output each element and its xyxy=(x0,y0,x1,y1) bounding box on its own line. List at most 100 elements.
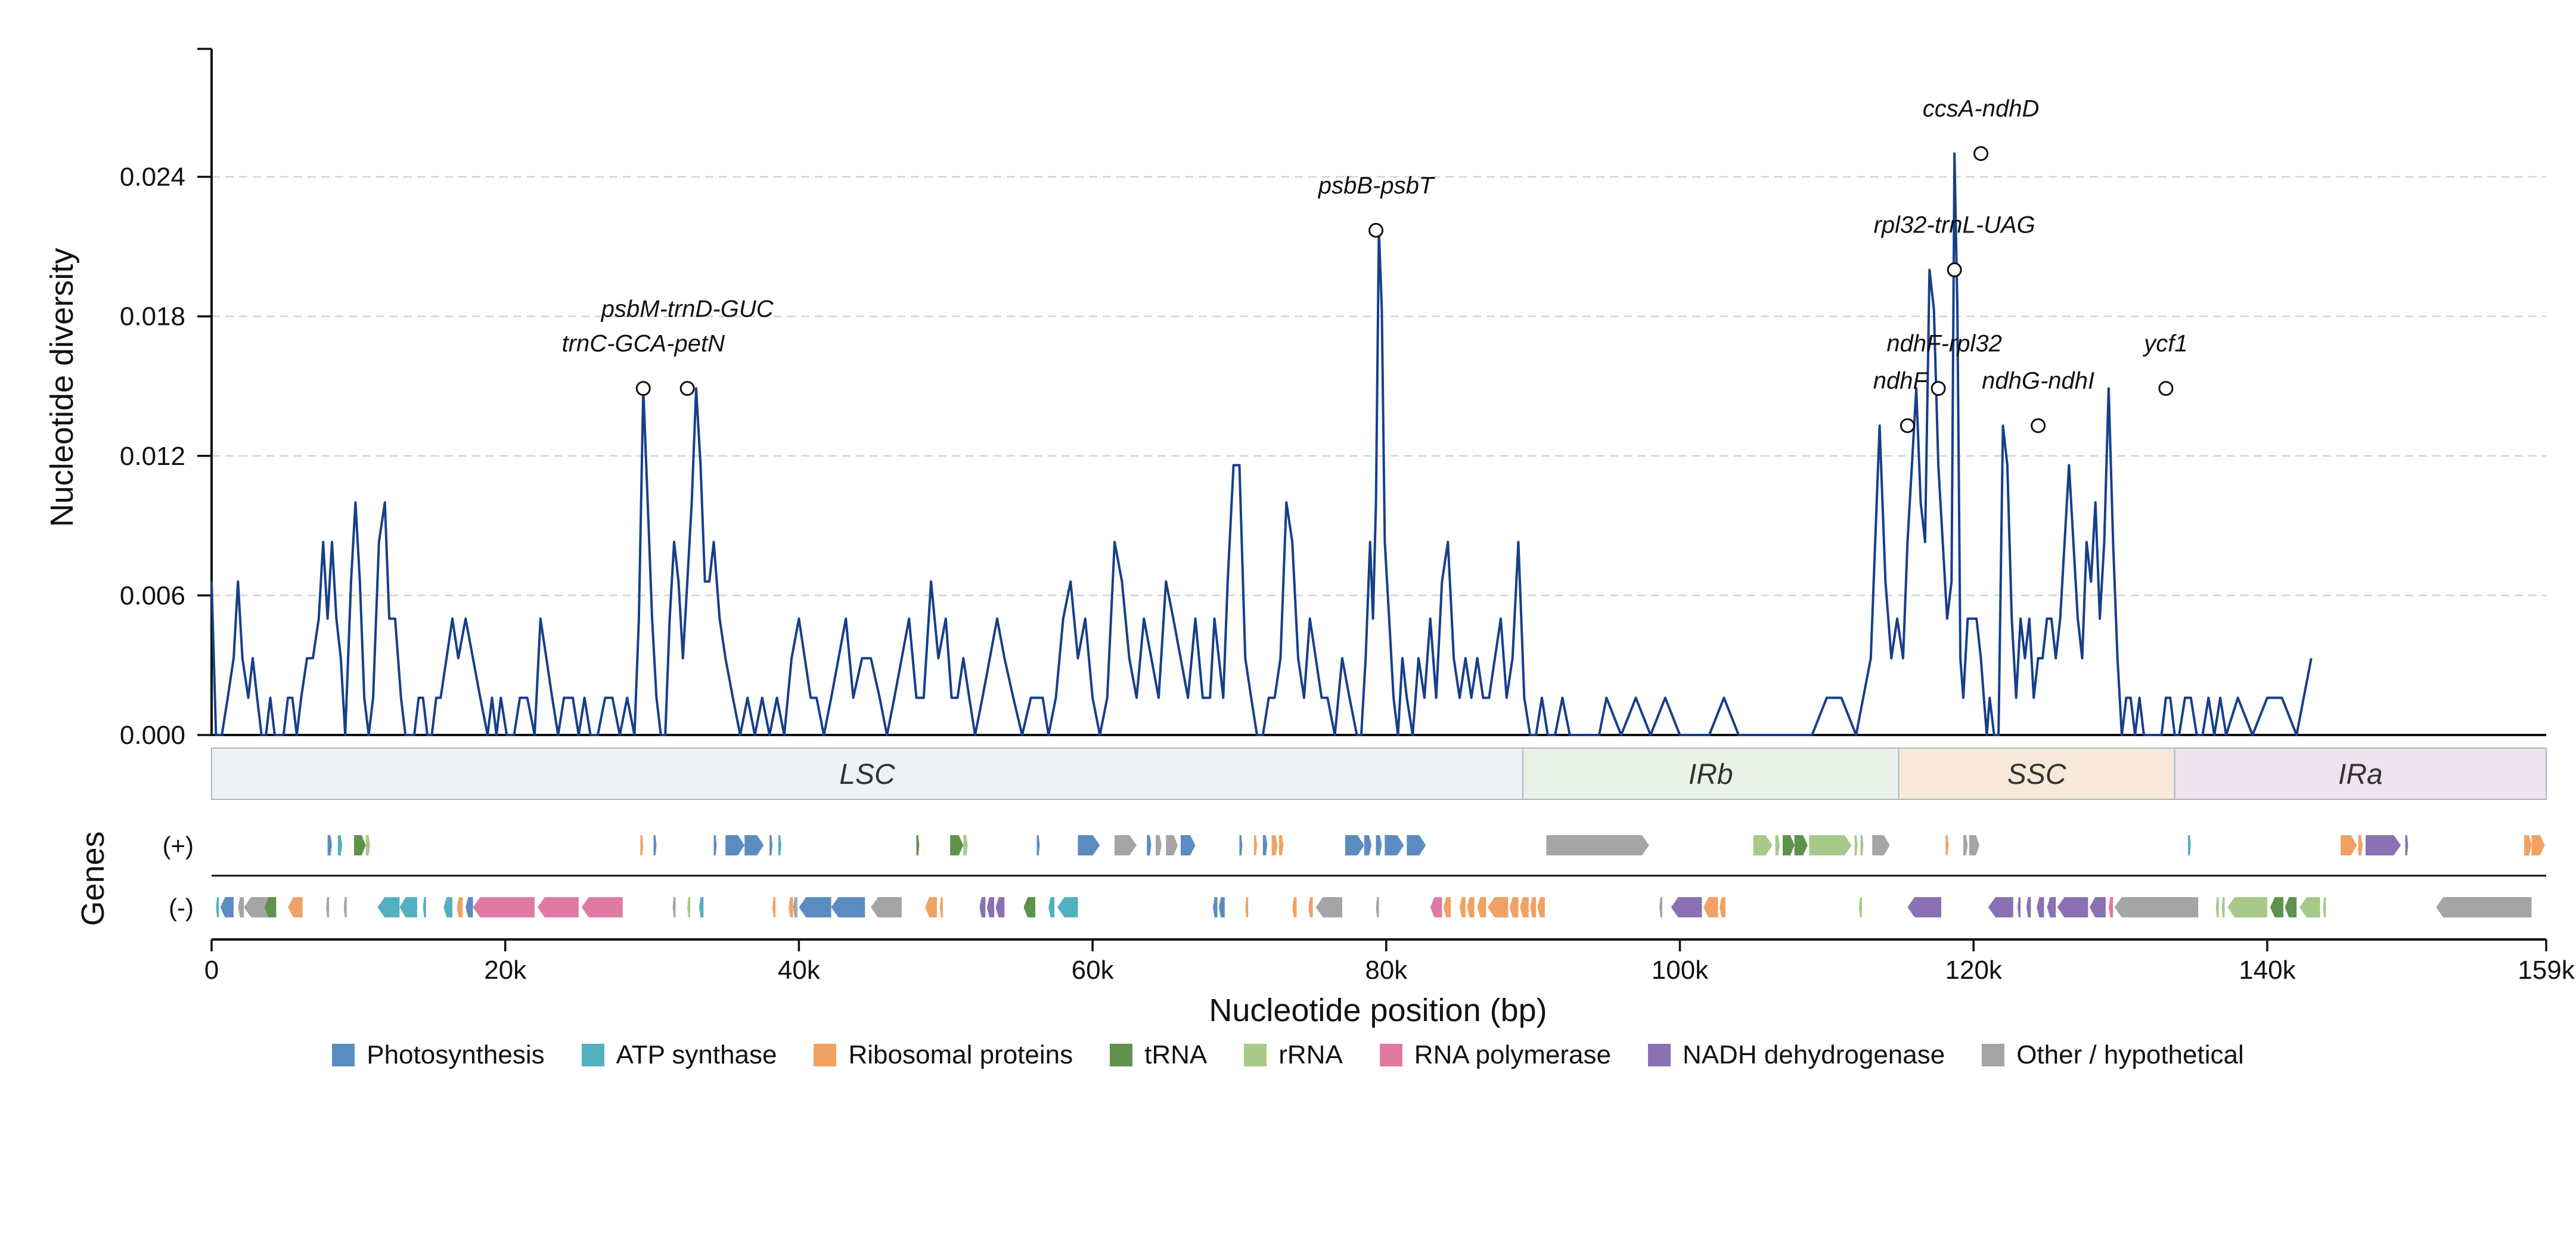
gene-block xyxy=(1477,897,1486,917)
x-tick-label: 140k xyxy=(2239,956,2296,985)
gene-block xyxy=(1262,835,1268,855)
x-tick-label: 20k xyxy=(484,956,527,985)
x-axis-title: Nucleotide position (bp) xyxy=(1209,993,1547,1028)
strand-label-plus: (+) xyxy=(163,832,194,860)
legend-swatch xyxy=(332,1044,355,1066)
gene-block xyxy=(457,897,463,917)
gene-block xyxy=(1963,835,1968,855)
gene-block xyxy=(1720,897,1725,917)
gene-block xyxy=(2187,835,2191,855)
gene-block xyxy=(423,897,426,917)
region-ssc xyxy=(1898,748,2175,800)
legend-label: tRNA xyxy=(1144,1040,1208,1069)
legend-item-rrna: rRNA xyxy=(1244,1040,1343,1070)
gene-block xyxy=(1854,835,1858,855)
gene-block xyxy=(1537,897,1545,917)
peak-label: rpl32-trnL-UAG xyxy=(1874,212,2035,238)
region-lsc xyxy=(211,748,1523,800)
gene-block xyxy=(2089,897,2106,917)
gene-block xyxy=(365,835,371,855)
legend-item-other: Other / hypothetical xyxy=(1982,1040,2244,1070)
legend-swatch xyxy=(1244,1044,1267,1066)
gene-block xyxy=(1023,897,1036,917)
region-label: LSC xyxy=(839,759,895,790)
gene-block xyxy=(326,897,330,917)
legend-swatch xyxy=(814,1044,837,1066)
gene-block xyxy=(1156,835,1162,855)
peak-label: psbM-trnD-GUC xyxy=(601,296,774,322)
gene-block xyxy=(1213,897,1218,917)
gene-block xyxy=(1345,835,1364,855)
peak-marker xyxy=(1931,381,1946,396)
peak-marker xyxy=(635,381,651,396)
gene-block xyxy=(2215,897,2219,917)
gene-block xyxy=(1239,835,1243,855)
gene-block xyxy=(1988,897,2013,917)
gene-block xyxy=(725,835,745,855)
y-tick-label: 0.018 xyxy=(120,302,185,331)
gene-block xyxy=(2341,835,2357,855)
gene-block xyxy=(1509,897,1519,917)
legend-swatch xyxy=(1647,1044,1671,1066)
legend-label: rRNA xyxy=(1278,1040,1343,1069)
gene-block xyxy=(1147,835,1152,855)
peak-marker xyxy=(1368,222,1384,238)
gene-block xyxy=(2285,897,2297,917)
gene-block xyxy=(1430,897,1442,917)
gene-block xyxy=(793,897,797,917)
gene-block xyxy=(1671,897,1702,917)
gene-block xyxy=(377,897,400,917)
gene-block xyxy=(995,897,1005,917)
gene-block xyxy=(1218,897,1225,917)
y-tick-label: 0.006 xyxy=(120,581,185,610)
diversity-line-series xyxy=(210,152,2313,736)
gene-strand-tracks: (+) (-) 0 20k 40k 60k 80k 100k 120k 140k 159k xyxy=(163,832,2575,985)
legend-item-photo: Photosynthesis xyxy=(332,1040,545,1070)
gene-block xyxy=(1969,835,1980,855)
gene-block xyxy=(1115,835,1137,855)
x-tick-label: 60k xyxy=(1072,956,1115,985)
gene-block xyxy=(871,897,902,917)
x-tick-label: 0 xyxy=(204,956,219,985)
gene-block xyxy=(831,897,865,917)
gene-block xyxy=(343,897,347,917)
gene-block xyxy=(1945,835,1949,855)
gene-block xyxy=(1459,897,1466,917)
gene-block xyxy=(1467,897,1475,917)
peak-marker xyxy=(1973,146,1989,162)
gene-block xyxy=(699,897,704,917)
gene-block xyxy=(2047,897,2056,917)
gene-block xyxy=(939,897,943,917)
legend: Photosynthesis ATP synthase Ribosomal prot… xyxy=(0,1040,2576,1070)
gene-block xyxy=(537,897,579,917)
gene-block xyxy=(1254,835,1258,855)
gene-block xyxy=(789,897,793,917)
gene-block xyxy=(216,897,219,917)
peak-label: ycf1 xyxy=(2142,331,2187,357)
y-tick-label: 0.012 xyxy=(120,442,185,471)
gene-block xyxy=(1278,835,1284,855)
gene-block xyxy=(2531,835,2545,855)
y-tick-label: 0.024 xyxy=(120,163,185,192)
gene-block xyxy=(1385,835,1404,855)
legend-swatch xyxy=(581,1044,604,1066)
region-label: IRa xyxy=(2338,759,2383,790)
gene-block xyxy=(2405,835,2409,855)
gene-block xyxy=(769,835,773,855)
gene-block xyxy=(1315,897,1342,917)
gene-block xyxy=(1036,835,1040,855)
gene-block xyxy=(2026,897,2031,917)
gene-block xyxy=(1376,835,1382,855)
gene-block xyxy=(1907,897,1942,917)
gene-block xyxy=(963,835,968,855)
legend-label: Other / hypothetical xyxy=(2016,1040,2244,1069)
region-ira xyxy=(2174,748,2547,800)
gene-block xyxy=(1860,835,1864,855)
axes: 0.000 0.006 0.012 0.018 0.024 xyxy=(120,48,2546,750)
x-tick-label: 100k xyxy=(1652,956,1709,985)
gene-block xyxy=(653,835,657,855)
gene-block xyxy=(1487,897,1509,917)
gene-block xyxy=(1519,897,1529,917)
gene-block xyxy=(1308,897,1313,917)
